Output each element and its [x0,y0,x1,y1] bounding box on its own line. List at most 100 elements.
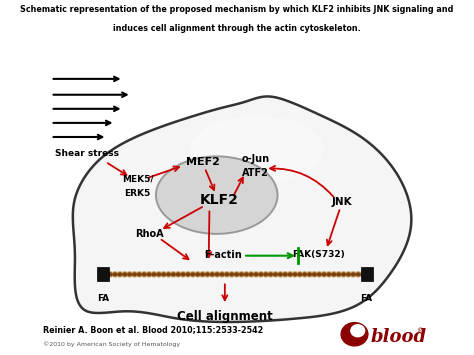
Circle shape [328,273,330,276]
Circle shape [102,272,108,277]
Circle shape [258,272,264,277]
Circle shape [175,272,181,277]
Text: F-actin: F-actin [204,250,242,260]
Circle shape [112,272,118,277]
Circle shape [336,272,342,277]
Circle shape [351,325,365,337]
Circle shape [156,272,162,277]
Circle shape [167,273,170,276]
Circle shape [326,272,332,277]
Circle shape [352,273,355,276]
Circle shape [313,273,316,276]
Circle shape [171,272,176,277]
Circle shape [283,273,287,276]
PathPatch shape [73,97,411,322]
Circle shape [317,272,322,277]
Circle shape [216,273,219,276]
Text: o-Jun: o-Jun [241,154,269,164]
Circle shape [146,272,152,277]
Circle shape [244,272,249,277]
Circle shape [322,273,326,276]
Circle shape [292,272,298,277]
Circle shape [342,273,345,276]
Text: ATF2: ATF2 [242,168,269,178]
Circle shape [240,273,243,276]
Text: RhoA: RhoA [136,229,164,239]
Circle shape [259,273,263,276]
Circle shape [255,273,258,276]
Circle shape [277,272,283,277]
Circle shape [235,273,238,276]
Circle shape [109,273,112,276]
Circle shape [253,272,259,277]
Circle shape [293,273,297,276]
Circle shape [161,272,166,277]
Circle shape [264,273,267,276]
Circle shape [341,323,368,346]
Circle shape [201,273,204,276]
Circle shape [238,272,244,277]
Circle shape [137,272,142,277]
Circle shape [177,273,180,276]
Circle shape [151,272,157,277]
Circle shape [248,272,254,277]
Text: induces cell alignment through the actin cytoskeleton.: induces cell alignment through the actin… [113,24,361,33]
Ellipse shape [156,156,277,234]
Circle shape [123,273,127,276]
Text: KLF2: KLF2 [200,193,238,207]
Text: blood: blood [371,328,427,346]
Circle shape [210,272,215,277]
Circle shape [206,273,209,276]
Circle shape [287,272,293,277]
Circle shape [307,272,312,277]
Circle shape [297,272,302,277]
Text: Shear stress: Shear stress [55,149,118,158]
Circle shape [269,273,272,276]
Text: MEK5/: MEK5/ [122,175,154,184]
Ellipse shape [186,110,328,188]
Text: ®: ® [417,328,424,334]
Circle shape [341,272,346,277]
Circle shape [337,273,340,276]
Circle shape [229,272,235,277]
Text: Schematic representation of the proposed mechanism by which KLF2 inhibits JNK si: Schematic representation of the proposed… [20,5,454,14]
Circle shape [332,273,336,276]
Text: FA: FA [97,294,109,303]
Circle shape [190,272,196,277]
Text: ©2010 by American Society of Hematology: ©2010 by American Society of Hematology [43,341,180,347]
Circle shape [298,273,301,276]
Circle shape [166,272,172,277]
Circle shape [128,273,131,276]
Circle shape [172,273,175,276]
Circle shape [350,272,356,277]
Circle shape [303,273,306,276]
Circle shape [104,273,107,276]
Text: MEF2: MEF2 [186,157,219,166]
Circle shape [224,272,230,277]
Circle shape [117,272,123,277]
Circle shape [302,272,308,277]
Circle shape [250,273,253,276]
Circle shape [356,273,360,276]
Circle shape [346,272,351,277]
Circle shape [182,273,185,276]
Circle shape [219,272,225,277]
Circle shape [220,273,224,276]
Circle shape [361,273,365,276]
Ellipse shape [83,132,407,315]
Bar [361,267,373,282]
Circle shape [210,273,214,276]
Circle shape [318,273,321,276]
Circle shape [157,273,160,276]
Circle shape [122,272,128,277]
Circle shape [127,272,132,277]
Circle shape [152,273,155,276]
Text: FA: FA [361,294,373,303]
Circle shape [118,273,121,276]
Text: FAK(S732): FAK(S732) [292,250,345,259]
Circle shape [180,272,186,277]
Circle shape [311,272,317,277]
Circle shape [360,272,366,277]
Circle shape [185,272,191,277]
Circle shape [273,272,278,277]
